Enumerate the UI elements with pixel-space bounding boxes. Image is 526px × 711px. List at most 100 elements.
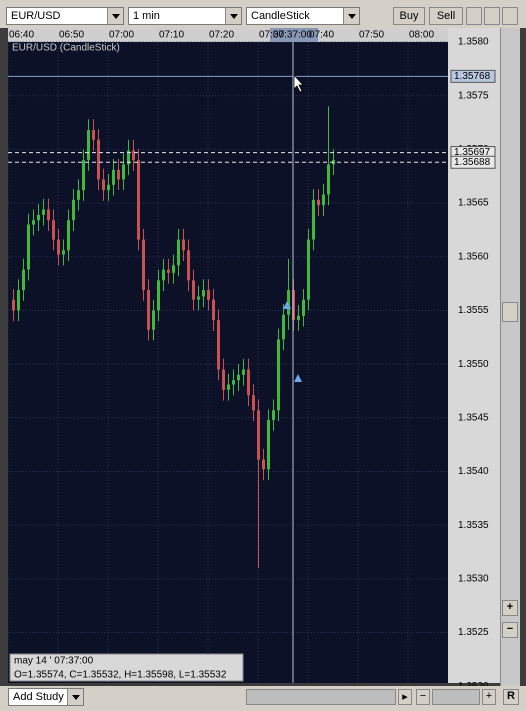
candle-body: [117, 169, 120, 180]
scrollbar[interactable]: [500, 28, 520, 686]
candle-body: [42, 209, 45, 215]
plot-area: [8, 42, 448, 683]
scroll-thumb[interactable]: [502, 302, 518, 322]
candle-body: [252, 395, 255, 411]
candle-body: [72, 199, 75, 221]
y-tick-label: 1.3575: [458, 90, 489, 101]
level-label: 1.35768: [454, 71, 491, 82]
chart: EUR/USD (CandleStick) 07:37:00 may 14 ' …: [7, 28, 500, 686]
x-tick-label: 07:20: [209, 30, 234, 41]
y-tick-label: 1.3520: [458, 681, 489, 686]
candle-body: [132, 150, 135, 161]
candle-body: [242, 369, 245, 375]
candle-body: [17, 290, 20, 311]
interval-select[interactable]: 1 min: [128, 7, 242, 25]
line-tool[interactable]: [484, 7, 500, 25]
candle-body: [177, 239, 180, 266]
y-tick-label: 1.3535: [458, 520, 489, 531]
y-tick-label: 1.3565: [458, 198, 489, 209]
candle-body: [282, 314, 285, 340]
candle-body: [112, 169, 115, 185]
reset-button[interactable]: R: [503, 689, 519, 705]
candle-body: [27, 224, 30, 270]
candle-body: [222, 369, 225, 390]
candle-body: [122, 164, 125, 180]
x-tick-label: 08:00: [409, 30, 434, 41]
candle-body: [192, 280, 195, 300]
candle-body: [247, 369, 250, 396]
candle-body: [127, 150, 130, 165]
candle-body: [162, 269, 165, 281]
level-box: [450, 69, 496, 83]
candle-body: [77, 190, 80, 200]
y-tick-label: 1.3525: [458, 627, 489, 638]
candle-body: [62, 250, 65, 255]
type-select[interactable]: CandleStick: [246, 7, 360, 25]
candle-body: [97, 139, 100, 180]
candle-body: [297, 315, 300, 321]
level-label: 1.35688: [454, 157, 491, 168]
candle-body: [207, 290, 210, 300]
candle-body: [107, 184, 110, 191]
x-tick-label: 07:00: [109, 30, 134, 41]
y-tick-label: 1.3580: [458, 37, 489, 48]
candle-body: [202, 290, 205, 297]
time-axis: [8, 28, 448, 42]
candle-body: [277, 339, 280, 411]
x-tick-label: 07:50: [359, 30, 384, 41]
draw-tool[interactable]: [466, 7, 482, 25]
zoom-track[interactable]: [432, 689, 480, 705]
detach-tool[interactable]: [502, 7, 518, 25]
info-date: may 14 ' 07:37:00: [14, 656, 94, 667]
add-study-label: Add Study: [13, 691, 64, 703]
candle-body: [147, 290, 150, 330]
zoom-minus[interactable]: −: [416, 689, 430, 705]
chart-type: CandleStick: [251, 10, 310, 22]
cursor-time: 07:37:00: [273, 30, 312, 41]
zoom-in[interactable]: +: [502, 600, 518, 616]
symbol: EUR/USD: [11, 10, 61, 22]
x-tick-label: 06:40: [9, 30, 34, 41]
candle-body: [157, 280, 160, 311]
candle-body: [92, 130, 95, 140]
y-tick-label: 1.3530: [458, 573, 489, 584]
level-label: 1.35697: [454, 147, 491, 158]
scroll-right[interactable]: ▸: [398, 689, 412, 705]
candle-body: [37, 214, 40, 221]
trade-marker: [294, 374, 302, 382]
time-scroll[interactable]: [246, 689, 396, 705]
zoom-out[interactable]: −: [502, 622, 518, 638]
candle-body: [227, 384, 230, 390]
candle-body: [52, 220, 55, 240]
candle-body: [312, 199, 315, 240]
candle-body: [257, 410, 260, 460]
add-study[interactable]: Add Study: [8, 688, 84, 706]
candle-body: [302, 299, 305, 316]
buy-button[interactable]: Buy: [393, 7, 425, 25]
candle-body: [172, 265, 175, 273]
candle-body: [317, 199, 320, 206]
level-box: [450, 155, 496, 169]
candle-body: [137, 160, 140, 240]
symbol-select[interactable]: EUR/USD: [6, 7, 124, 25]
y-tick-label: 1.3555: [458, 305, 489, 316]
candle-body: [287, 290, 290, 315]
y-tick-label: 1.3560: [458, 251, 489, 262]
chart-title: EUR/USD (CandleStick): [12, 43, 120, 54]
zoom-plus[interactable]: +: [482, 689, 496, 705]
candle-body: [32, 220, 35, 225]
y-tick-label: 1.3545: [458, 412, 489, 423]
candle-body: [262, 459, 265, 470]
trade-marker: [283, 301, 291, 309]
candle-body: [142, 239, 145, 291]
candle-body: [217, 320, 220, 370]
sell-button[interactable]: Sell: [429, 7, 463, 25]
candle-body: [187, 250, 190, 281]
candle-body: [322, 194, 325, 206]
interval: 1 min: [133, 10, 160, 22]
candle-body: [197, 296, 200, 300]
candle-body: [272, 410, 275, 420]
candle-body: [102, 179, 105, 191]
candle-body: [327, 164, 330, 195]
